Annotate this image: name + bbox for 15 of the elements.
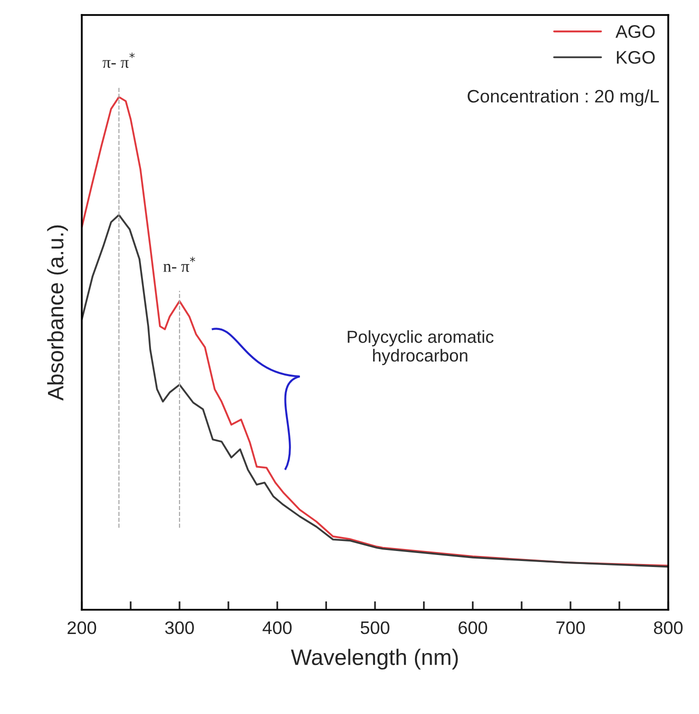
x-axis-title: Wavelength (nm) [290,648,458,670]
x-tick-label: 400 [262,621,292,634]
x-tick-label: 600 [458,621,488,634]
legend-label: AGO [616,25,655,38]
ref-line-label: n- π$^{*}$ [163,256,196,272]
legend-label: KGO [616,50,655,64]
y-axis-title: Absorbance (a.u.) [47,225,68,401]
x-tick-label: 200 [68,621,96,634]
x-tick-label: 700 [556,621,585,634]
x-tick-label: 800 [654,621,683,634]
annotation: Polycyclic aromatic hydrocarbon [348,330,494,366]
ref-line-label: π- π$^{*}$ [102,52,135,68]
x-tick-label: 300 [165,621,194,634]
annotation: Concentration : 20 mg/L [468,89,659,106]
x-tick-label: 500 [360,621,390,634]
